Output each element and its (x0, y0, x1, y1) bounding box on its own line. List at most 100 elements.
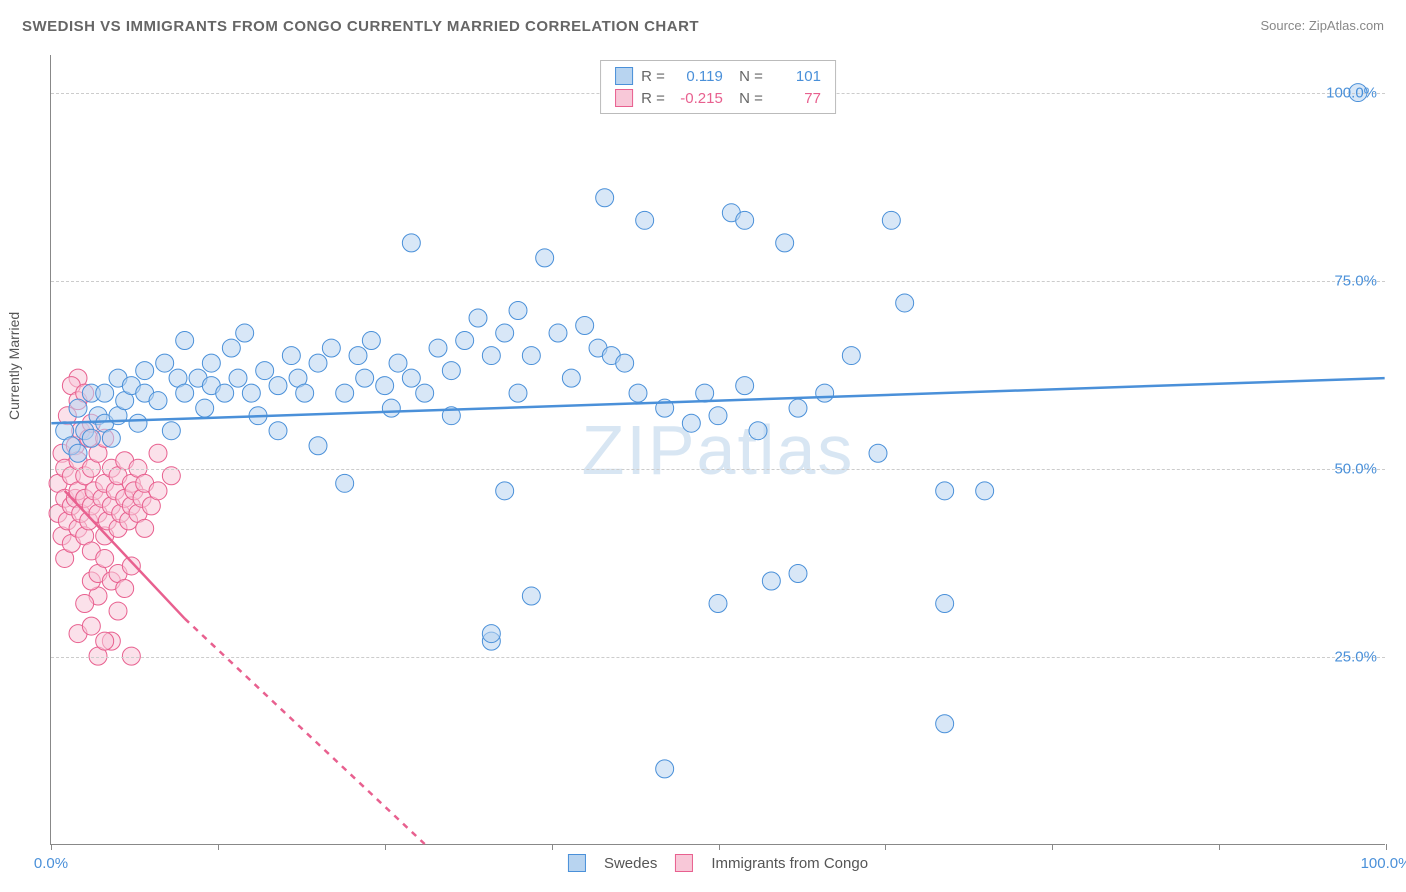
data-point (69, 399, 87, 417)
y-tick-label: 25.0% (1334, 648, 1377, 665)
data-point (709, 407, 727, 425)
data-point (202, 354, 220, 372)
data-point (82, 617, 100, 635)
data-point (196, 399, 214, 417)
data-point (509, 384, 527, 402)
data-point (236, 324, 254, 342)
data-point (762, 572, 780, 590)
x-tick (1219, 844, 1220, 850)
data-point (389, 354, 407, 372)
x-tick (51, 844, 52, 850)
y-axis-label: Currently Married (6, 312, 22, 420)
legend-label-b: Immigrants from Congo (711, 855, 868, 872)
data-point (896, 294, 914, 312)
data-point (976, 482, 994, 500)
gridline (51, 281, 1385, 282)
data-point (402, 369, 420, 387)
r-label: R = (641, 90, 665, 107)
data-point (129, 414, 147, 432)
r-value-b: -0.215 (673, 90, 723, 107)
data-point (76, 595, 94, 613)
data-point (96, 549, 114, 567)
data-point (136, 519, 154, 537)
x-tick (719, 844, 720, 850)
x-tick (1052, 844, 1053, 850)
data-point (116, 580, 134, 598)
n-value-b: 77 (771, 90, 821, 107)
plot-area: ZIPatlas R = 0.119 N = 101 R = -0.215 N … (50, 55, 1385, 845)
data-point (749, 422, 767, 440)
stats-row-a: R = 0.119 N = 101 (615, 65, 821, 87)
stats-row-b: R = -0.215 N = 77 (615, 87, 821, 109)
data-point (282, 347, 300, 365)
data-point (816, 384, 834, 402)
data-point (416, 384, 434, 402)
data-point (696, 384, 714, 402)
data-point (736, 377, 754, 395)
data-point (536, 249, 554, 267)
data-point (549, 324, 567, 342)
data-point (336, 474, 354, 492)
data-point (136, 362, 154, 380)
data-point (442, 362, 460, 380)
data-point (429, 339, 447, 357)
data-point (496, 482, 514, 500)
r-label: R = (641, 68, 665, 85)
data-point (222, 339, 240, 357)
swatch-a-icon (615, 67, 633, 85)
y-tick-label: 75.0% (1334, 272, 1377, 289)
data-point (322, 339, 340, 357)
chart-title: SWEDISH VS IMMIGRANTS FROM CONGO CURRENT… (22, 18, 699, 35)
data-point (869, 444, 887, 462)
data-point (82, 429, 100, 447)
data-point (176, 384, 194, 402)
data-point (96, 632, 114, 650)
data-point (336, 384, 354, 402)
data-point (482, 347, 500, 365)
data-point (576, 317, 594, 335)
data-point (682, 414, 700, 432)
data-point (102, 429, 120, 447)
data-point (522, 347, 540, 365)
data-point (216, 384, 234, 402)
data-point (242, 384, 260, 402)
gridline (51, 469, 1385, 470)
data-point (382, 399, 400, 417)
data-point (296, 384, 314, 402)
data-point (309, 437, 327, 455)
data-point (69, 444, 87, 462)
x-tick-label: 0.0% (34, 855, 68, 872)
data-point (789, 399, 807, 417)
data-point (376, 377, 394, 395)
data-point (229, 369, 247, 387)
data-point (562, 369, 580, 387)
swatch-b-icon (615, 89, 633, 107)
data-point (629, 384, 647, 402)
data-point (122, 557, 140, 575)
data-point (149, 444, 167, 462)
data-point (789, 564, 807, 582)
n-label: N = (731, 90, 763, 107)
stats-legend-box: R = 0.119 N = 101 R = -0.215 N = 77 (600, 60, 836, 114)
data-point (309, 354, 327, 372)
x-tick (1386, 844, 1387, 850)
data-point (636, 211, 654, 229)
data-point (162, 422, 180, 440)
data-point (269, 422, 287, 440)
data-point (842, 347, 860, 365)
data-point (616, 354, 634, 372)
n-value-a: 101 (771, 68, 821, 85)
x-tick-label: 100.0% (1361, 855, 1406, 872)
data-point (736, 211, 754, 229)
x-tick (552, 844, 553, 850)
gridline (51, 657, 1385, 658)
y-tick-label: 50.0% (1334, 460, 1377, 477)
data-point (149, 482, 167, 500)
x-tick (885, 844, 886, 850)
data-point (469, 309, 487, 327)
data-point (509, 301, 527, 319)
data-point (596, 189, 614, 207)
n-label: N = (731, 68, 763, 85)
data-point (482, 625, 500, 643)
y-tick-label: 100.0% (1326, 84, 1377, 101)
